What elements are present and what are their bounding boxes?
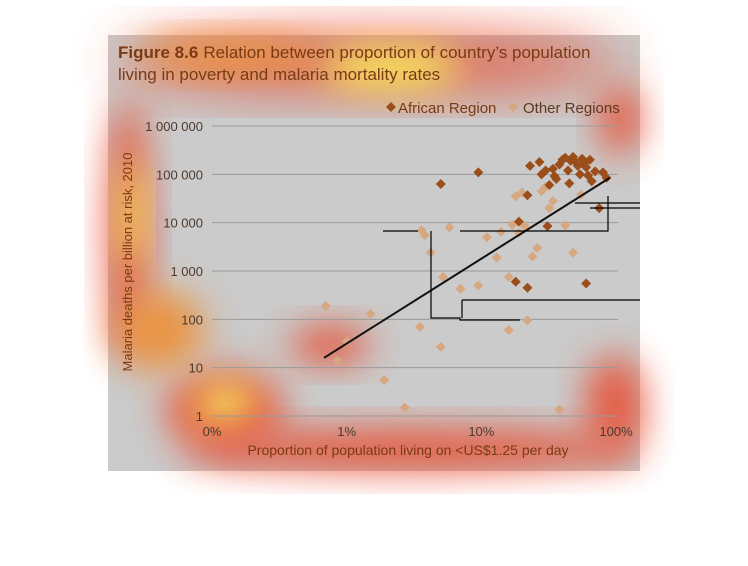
point-african-region [513,216,524,227]
point-other-regions [532,242,543,253]
x-axis-label: Proportion of population living on <US$1… [247,442,568,458]
point-other-regions [473,280,484,291]
point-other-regions [455,283,466,294]
point-african-region [581,278,592,289]
point-african-region [522,282,533,293]
point-african-region [584,154,595,165]
y-tick-label: 10 [189,361,203,376]
title-text-1: Relation between proportion of country’s… [203,43,590,62]
y-axis-label: Malaria deaths per billion at risk, 2010 [120,153,135,372]
point-other-regions [547,196,558,207]
point-other-regions [444,222,455,233]
point-other-regions [419,230,430,241]
scatter-points [320,151,612,415]
point-other-regions [554,404,565,415]
point-african-region [510,276,521,287]
point-other-regions [379,375,390,386]
point-african-region [601,172,612,183]
selection-outline-lines [383,196,640,321]
point-african-region [435,179,446,190]
x-tick-labels: 0% 1% 10% 100% [203,424,633,439]
point-other-regions [519,221,530,232]
point-other-regions [438,272,449,283]
point-other-regions [568,247,579,258]
y-tick-label: 1 000 [170,264,203,279]
point-african-region [574,169,585,180]
point-other-regions [503,325,514,336]
point-other-regions [560,220,571,231]
trendline [323,176,611,359]
point-african-region [473,167,484,178]
legend-marker-african-region [386,102,396,112]
x-tick-label: 1% [337,424,356,439]
point-other-regions [332,355,343,366]
point-african-region [586,176,597,187]
legend-label-african-region: African Region [398,100,496,117]
point-other-regions [414,321,425,332]
point-african-region [522,190,533,201]
point-african-region [547,163,558,174]
x-tick-label: 0% [203,424,222,439]
x-tick-label: 10% [468,424,494,439]
point-african-region [564,178,575,189]
legend-label-other-regions: Other Regions [523,100,620,117]
point-african-region [544,180,555,191]
point-african-region [549,171,560,182]
heatmap-overlay [106,34,645,472]
figure-number: Figure 8.6 [118,43,198,62]
y-tick-label: 10 000 [163,216,203,231]
point-african-region [562,165,573,176]
y-tick-label: 100 [181,312,203,327]
chart-title-line-1: Figure 8.6 Relation between proportion of… [118,43,590,62]
legend: African Region Other Regions [386,100,620,117]
point-other-regions [503,272,514,283]
y-tick-labels: 1 10 100 1 000 10 000 100 000 1 000 000 [145,119,203,424]
y-tick-label: 100 000 [156,167,203,182]
point-other-regions [320,300,331,311]
point-other-regions [513,227,524,238]
point-other-regions [435,341,446,352]
point-other-regions [522,315,533,326]
legend-marker-other-regions [508,102,518,112]
y-gridlines [212,125,618,417]
point-other-regions [496,226,507,237]
point-african-region [534,156,545,167]
point-other-regions [365,308,376,319]
point-african-region [542,221,553,232]
point-african-region [540,165,551,176]
point-african-region [581,162,592,173]
point-african-region [525,160,536,171]
point-other-regions [491,252,502,263]
y-tick-label: 1 [196,409,203,424]
trendline-group [323,176,611,359]
point-other-regions [399,402,410,413]
point-other-regions [544,203,555,214]
point-african-region [590,166,601,177]
chart-title-line-2: living in poverty and malaria mortality … [118,65,440,84]
point-other-regions [481,232,492,243]
point-other-regions [341,336,352,347]
y-tick-label: 1 000 000 [145,119,203,134]
x-tick-label: 100% [599,424,633,439]
point-other-regions [527,251,538,262]
